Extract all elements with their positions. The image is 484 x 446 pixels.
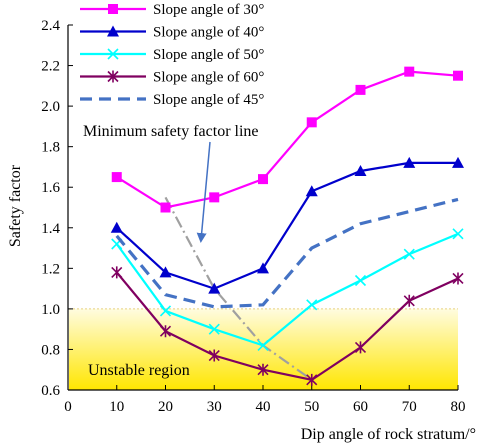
data-point bbox=[257, 363, 269, 376]
annotation-arrow bbox=[196, 141, 211, 243]
data-point bbox=[107, 70, 119, 83]
data-point bbox=[111, 266, 123, 279]
y-tick-label: 0.8 bbox=[41, 342, 60, 358]
data-point bbox=[159, 266, 172, 278]
x-axis-title: Dip angle of rock stratum/° bbox=[301, 426, 476, 443]
data-point bbox=[208, 349, 220, 362]
data-point bbox=[108, 4, 118, 14]
data-point bbox=[404, 66, 415, 77]
legend-item: Slope angle of 40° bbox=[80, 25, 264, 41]
data-point bbox=[107, 48, 119, 60]
series-line bbox=[115, 197, 459, 309]
data-point bbox=[452, 228, 464, 240]
data-point bbox=[107, 25, 119, 37]
legend-label: Slope angle of 40° bbox=[153, 25, 264, 41]
x-tick-label: 70 bbox=[402, 399, 417, 415]
data-point bbox=[403, 294, 415, 307]
series-line bbox=[115, 232, 459, 347]
data-point bbox=[453, 70, 463, 81]
x-tick-label: 80 bbox=[451, 399, 466, 415]
series-1 bbox=[110, 156, 464, 294]
data-point bbox=[111, 172, 122, 183]
data-point bbox=[208, 282, 221, 294]
x-tick-label: 60 bbox=[353, 399, 368, 415]
series-4 bbox=[115, 197, 459, 309]
data-point bbox=[306, 299, 318, 311]
x-tick-label: 30 bbox=[207, 399, 222, 415]
data-point bbox=[257, 262, 269, 274]
y-tick-label: 2.2 bbox=[41, 59, 60, 75]
data-point bbox=[452, 156, 464, 168]
x-tick-label: 20 bbox=[158, 399, 173, 415]
unstable-region-label: Unstable region bbox=[88, 362, 190, 379]
y-tick-label: 1.6 bbox=[41, 180, 60, 196]
data-point bbox=[403, 156, 416, 168]
y-tick-label: 2.4 bbox=[41, 18, 60, 34]
data-point bbox=[208, 323, 220, 335]
legend-item: Slope angle of 50° bbox=[80, 47, 264, 63]
y-tick-label: 2.0 bbox=[41, 99, 60, 115]
legend-label: Slope angle of 45° bbox=[153, 92, 264, 108]
x-tick-label: 50 bbox=[304, 399, 319, 415]
data-point bbox=[258, 174, 268, 185]
minimum-safety-factor-line bbox=[164, 196, 313, 381]
x-tick-label: 10 bbox=[109, 399, 124, 415]
legend-item: Slope angle of 30° bbox=[80, 2, 264, 18]
data-point bbox=[355, 84, 366, 95]
series-line bbox=[116, 161, 458, 290]
y-tick-label: 1.4 bbox=[41, 221, 60, 237]
y-tick-label: 1.0 bbox=[41, 302, 60, 318]
y-tick-label: 1.2 bbox=[41, 261, 60, 277]
data-point bbox=[452, 272, 464, 285]
y-tick-label: 1.8 bbox=[41, 140, 60, 156]
x-tick-label: 40 bbox=[256, 399, 271, 415]
series-2 bbox=[111, 228, 464, 351]
minimum-line-annotation: Minimum safety factor line bbox=[83, 123, 259, 140]
y-tick-label: 0.6 bbox=[41, 383, 60, 399]
y-axis-title: Safety factor bbox=[7, 164, 24, 247]
legend-item: Slope angle of 45° bbox=[80, 92, 264, 108]
legend-item: Slope angle of 60° bbox=[80, 70, 264, 86]
data-point bbox=[159, 305, 172, 317]
data-point bbox=[257, 339, 269, 351]
data-point bbox=[306, 373, 318, 386]
series-line bbox=[116, 70, 459, 209]
series-3 bbox=[111, 266, 464, 386]
legend-label: Slope angle of 30° bbox=[153, 2, 264, 18]
data-point bbox=[354, 341, 367, 354]
legend-label: Slope angle of 60° bbox=[153, 70, 264, 86]
data-point bbox=[354, 165, 367, 176]
data-point bbox=[403, 248, 415, 260]
data-point bbox=[160, 202, 171, 213]
legend-label: Slope angle of 50° bbox=[153, 47, 264, 63]
data-point bbox=[209, 192, 220, 203]
data-point bbox=[159, 325, 172, 338]
series-line bbox=[115, 271, 459, 382]
data-point bbox=[110, 221, 123, 233]
data-point bbox=[354, 274, 367, 287]
data-point bbox=[306, 117, 317, 128]
x-tick-label: 0 bbox=[64, 399, 72, 415]
data-point bbox=[305, 185, 318, 197]
unstable-region bbox=[69, 308, 458, 390]
series-0 bbox=[111, 66, 463, 213]
